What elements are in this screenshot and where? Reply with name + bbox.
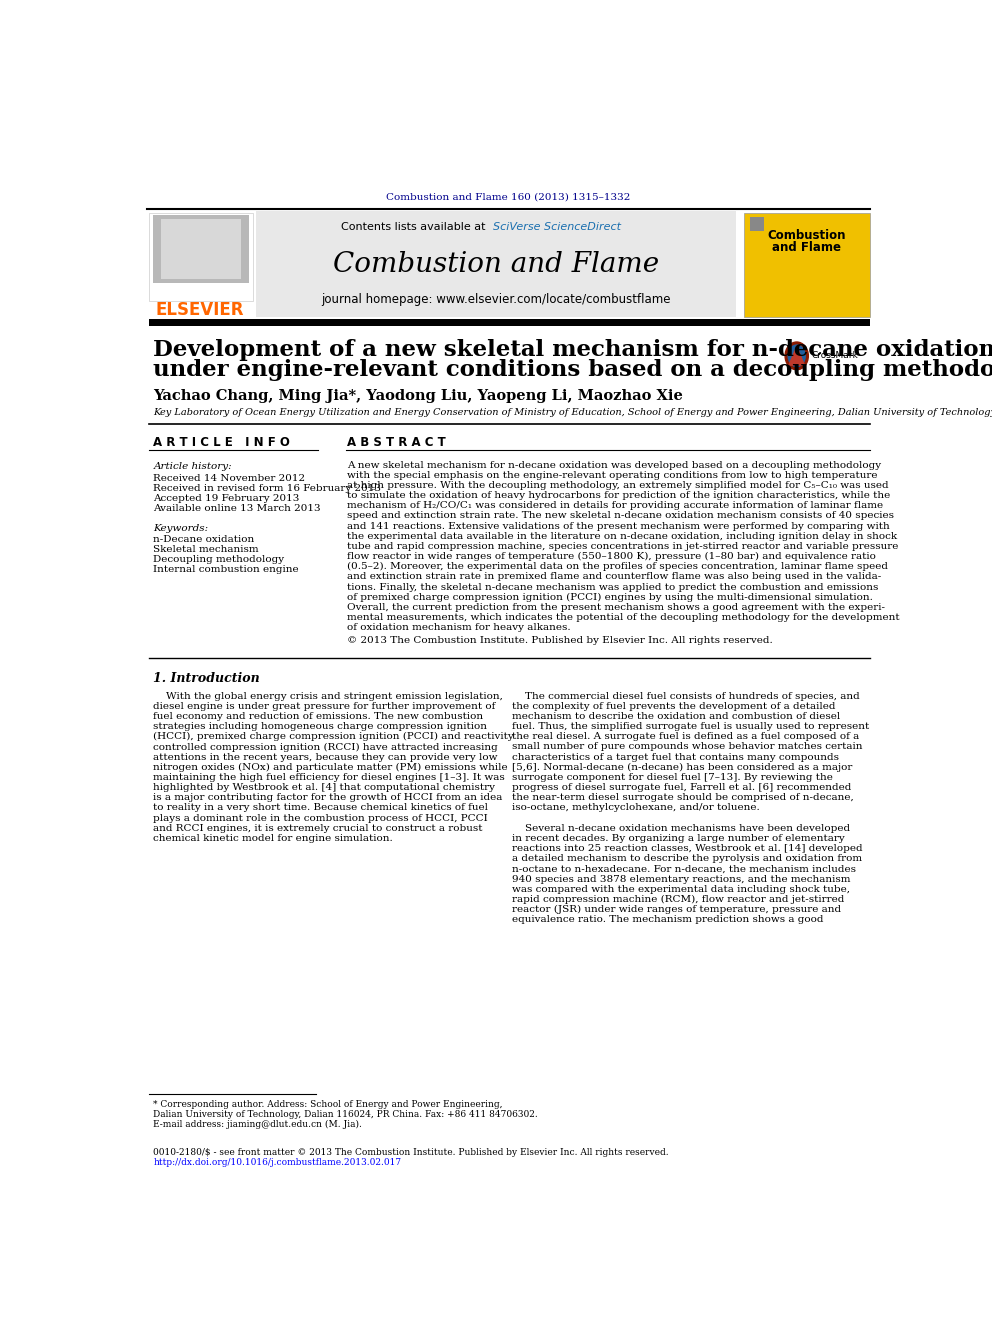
Text: Dalian University of Technology, Dalian 116024, PR China. Fax: +86 411 84706302.: Dalian University of Technology, Dalian … xyxy=(154,1110,539,1119)
Text: diesel engine is under great pressure for further improvement of: diesel engine is under great pressure fo… xyxy=(154,701,496,710)
Text: and 141 reactions. Extensive validations of the present mechanism were performed: and 141 reactions. Extensive validations… xyxy=(347,521,890,531)
Text: fuel economy and reduction of emissions. The new combustion: fuel economy and reduction of emissions.… xyxy=(154,712,483,721)
Text: mechanism of H₂/CO/C₁ was considered in details for providing accurate informati: mechanism of H₂/CO/C₁ was considered in … xyxy=(347,501,883,511)
Text: n-octane to n-hexadecane. For n-decane, the mechanism includes: n-octane to n-hexadecane. For n-decane, … xyxy=(512,864,855,873)
Text: under engine-relevant conditions based on a decoupling methodology: under engine-relevant conditions based o… xyxy=(154,359,992,381)
Text: the experimental data available in the literature on n-decane oxidation, includi: the experimental data available in the l… xyxy=(347,532,898,541)
Text: [5,6]. Normal-decane (n-decane) has been considered as a major: [5,6]. Normal-decane (n-decane) has been… xyxy=(512,763,852,771)
Text: Yachao Chang, Ming Jia*, Yaodong Liu, Yaopeng Li, Maozhao Xie: Yachao Chang, Ming Jia*, Yaodong Liu, Ya… xyxy=(154,389,683,404)
Text: reactor (JSR) under wide ranges of temperature, pressure and: reactor (JSR) under wide ranges of tempe… xyxy=(512,905,840,914)
Text: a detailed mechanism to describe the pyrolysis and oxidation from: a detailed mechanism to describe the pyr… xyxy=(512,855,862,863)
Text: n-Decane oxidation: n-Decane oxidation xyxy=(154,536,255,544)
Ellipse shape xyxy=(789,345,806,366)
Text: Keywords:: Keywords: xyxy=(154,524,208,533)
Bar xyxy=(149,319,870,325)
Text: Development of a new skeletal mechanism for n-decane oxidation: Development of a new skeletal mechanism … xyxy=(154,339,992,361)
Bar xyxy=(154,214,249,283)
Text: * Corresponding author. Address: School of Energy and Power Engineering,: * Corresponding author. Address: School … xyxy=(154,1099,503,1109)
Text: ELSEVIER: ELSEVIER xyxy=(156,302,244,319)
Text: Several n-decane oxidation mechanisms have been developed: Several n-decane oxidation mechanisms ha… xyxy=(512,824,849,832)
Bar xyxy=(750,217,764,232)
Text: Combustion: Combustion xyxy=(768,229,846,242)
Text: Available online 13 March 2013: Available online 13 March 2013 xyxy=(154,504,321,513)
Text: Accepted 19 February 2013: Accepted 19 February 2013 xyxy=(154,493,300,503)
Text: 940 species and 3878 elementary reactions, and the mechanism: 940 species and 3878 elementary reaction… xyxy=(512,875,850,884)
Text: highlighted by Westbrook et al. [4] that computational chemistry: highlighted by Westbrook et al. [4] that… xyxy=(154,783,495,792)
Text: at high pressure. With the decoupling methodology, an extremely simplified model: at high pressure. With the decoupling me… xyxy=(347,482,889,490)
Text: mental measurements, which indicates the potential of the decoupling methodology: mental measurements, which indicates the… xyxy=(347,613,900,622)
FancyBboxPatch shape xyxy=(744,213,870,316)
Text: journal homepage: www.elsevier.com/locate/combustflame: journal homepage: www.elsevier.com/locat… xyxy=(321,294,671,306)
Text: reactions into 25 reaction classes, Westbrook et al. [14] developed: reactions into 25 reaction classes, West… xyxy=(512,844,862,853)
Text: Received in revised form 16 February 2013: Received in revised form 16 February 201… xyxy=(154,484,382,492)
Text: small number of pure compounds whose behavior matches certain: small number of pure compounds whose beh… xyxy=(512,742,862,751)
Text: plays a dominant role in the combustion process of HCCI, PCCI: plays a dominant role in the combustion … xyxy=(154,814,488,823)
Text: Received 14 November 2012: Received 14 November 2012 xyxy=(154,474,306,483)
Text: mechanism to describe the oxidation and combustion of diesel: mechanism to describe the oxidation and … xyxy=(512,712,840,721)
Ellipse shape xyxy=(785,343,808,369)
Text: characteristics of a target fuel that contains many compounds: characteristics of a target fuel that co… xyxy=(512,753,838,762)
Text: http://dx.doi.org/10.1016/j.combustflame.2013.02.017: http://dx.doi.org/10.1016/j.combustflame… xyxy=(154,1158,402,1167)
Text: attentions in the recent years, because they can provide very low: attentions in the recent years, because … xyxy=(154,753,498,762)
Text: to reality in a very short time. Because chemical kinetics of fuel: to reality in a very short time. Because… xyxy=(154,803,488,812)
Text: nitrogen oxides (NOx) and particulate matter (PM) emissions while: nitrogen oxides (NOx) and particulate ma… xyxy=(154,763,508,771)
Text: Combustion and Flame: Combustion and Flame xyxy=(333,251,659,278)
Text: 0010-2180/$ - see front matter © 2013 The Combustion Institute. Published by Els: 0010-2180/$ - see front matter © 2013 Th… xyxy=(154,1148,669,1158)
Text: (HCCI), premixed charge compression ignition (PCCI) and reactivity: (HCCI), premixed charge compression igni… xyxy=(154,732,514,741)
Polygon shape xyxy=(789,347,805,365)
Text: of premixed charge compression ignition (PCCI) engines by using the multi-dimens: of premixed charge compression ignition … xyxy=(347,593,873,602)
Text: tube and rapid compression machine, species concentrations in jet-stirred reacto: tube and rapid compression machine, spec… xyxy=(347,542,899,550)
Text: E-mail address: jiaming@dlut.edu.cn (M. Jia).: E-mail address: jiaming@dlut.edu.cn (M. … xyxy=(154,1119,362,1129)
Text: with the special emphasis on the engine-relevant operating conditions from low t: with the special emphasis on the engine-… xyxy=(347,471,878,480)
Text: Overall, the current prediction from the present mechanism shows a good agreemen: Overall, the current prediction from the… xyxy=(347,603,885,613)
Text: strategies including homogeneous charge compression ignition: strategies including homogeneous charge … xyxy=(154,722,487,732)
Text: rapid compression machine (RCM), flow reactor and jet-stirred: rapid compression machine (RCM), flow re… xyxy=(512,894,844,904)
Text: Skeletal mechanism: Skeletal mechanism xyxy=(154,545,259,554)
Text: was compared with the experimental data including shock tube,: was compared with the experimental data … xyxy=(512,885,849,894)
Text: A B S T R A C T: A B S T R A C T xyxy=(347,435,446,448)
Text: A R T I C L E   I N F O: A R T I C L E I N F O xyxy=(154,435,291,448)
Text: to simulate the oxidation of heavy hydrocarbons for prediction of the ignition c: to simulate the oxidation of heavy hydro… xyxy=(347,491,891,500)
Text: of oxidation mechanism for heavy alkanes.: of oxidation mechanism for heavy alkanes… xyxy=(347,623,570,632)
Text: controlled compression ignition (RCCI) have attracted increasing: controlled compression ignition (RCCI) h… xyxy=(154,742,498,751)
Text: Combustion and Flame 160 (2013) 1315–1332: Combustion and Flame 160 (2013) 1315–133… xyxy=(386,193,631,202)
Text: equivalence ratio. The mechanism prediction shows a good: equivalence ratio. The mechanism predict… xyxy=(512,916,823,925)
Text: Decoupling methodology: Decoupling methodology xyxy=(154,556,285,565)
Text: flow reactor in wide ranges of temperature (550–1800 K), pressure (1–80 bar) and: flow reactor in wide ranges of temperatu… xyxy=(347,552,876,561)
Text: the real diesel. A surrogate fuel is defined as a fuel composed of a: the real diesel. A surrogate fuel is def… xyxy=(512,732,859,741)
FancyBboxPatch shape xyxy=(149,213,253,302)
Text: and Flame: and Flame xyxy=(773,241,841,254)
Text: Key Laboratory of Ocean Energy Utilization and Energy Conservation of Ministry o: Key Laboratory of Ocean Energy Utilizati… xyxy=(154,409,992,417)
Text: 1. Introduction: 1. Introduction xyxy=(154,672,260,684)
Text: Contents lists available at: Contents lists available at xyxy=(341,221,493,232)
FancyBboxPatch shape xyxy=(256,212,736,318)
Text: and extinction strain rate in premixed flame and counterflow flame was also bein: and extinction strain rate in premixed f… xyxy=(347,573,882,581)
Text: iso-octane, methylcyclohexane, and/or toluene.: iso-octane, methylcyclohexane, and/or to… xyxy=(512,803,759,812)
Text: SciVerse ScienceDirect: SciVerse ScienceDirect xyxy=(493,221,621,232)
Text: maintaining the high fuel efficiency for diesel engines [1–3]. It was: maintaining the high fuel efficiency for… xyxy=(154,773,505,782)
Text: progress of diesel surrogate fuel, Farrell et al. [6] recommended: progress of diesel surrogate fuel, Farre… xyxy=(512,783,851,792)
Text: fuel. Thus, the simplified surrogate fuel is usually used to represent: fuel. Thus, the simplified surrogate fue… xyxy=(512,722,869,732)
Text: Internal combustion engine: Internal combustion engine xyxy=(154,565,299,574)
Text: Article history:: Article history: xyxy=(154,462,232,471)
Text: the complexity of fuel prevents the development of a detailed: the complexity of fuel prevents the deve… xyxy=(512,701,835,710)
Text: is a major contributing factor for the growth of HCCI from an idea: is a major contributing factor for the g… xyxy=(154,794,503,802)
Text: © 2013 The Combustion Institute. Published by Elsevier Inc. All rights reserved.: © 2013 The Combustion Institute. Publish… xyxy=(347,636,773,646)
Text: CrossMark: CrossMark xyxy=(811,352,858,360)
Text: The commercial diesel fuel consists of hundreds of species, and: The commercial diesel fuel consists of h… xyxy=(512,692,859,701)
Text: tions. Finally, the skeletal n-decane mechanism was applied to predict the combu: tions. Finally, the skeletal n-decane me… xyxy=(347,582,879,591)
Text: (0.5–2). Moreover, the experimental data on the profiles of species concentratio: (0.5–2). Moreover, the experimental data… xyxy=(347,562,888,572)
Bar xyxy=(161,218,241,279)
Text: the near-term diesel surrogate should be comprised of n-decane,: the near-term diesel surrogate should be… xyxy=(512,794,853,802)
Text: With the global energy crisis and stringent emission legislation,: With the global energy crisis and string… xyxy=(154,692,503,701)
Text: and RCCI engines, it is extremely crucial to construct a robust: and RCCI engines, it is extremely crucia… xyxy=(154,824,483,832)
Text: A new skeletal mechanism for n-decane oxidation was developed based on a decoupl: A new skeletal mechanism for n-decane ox… xyxy=(347,460,881,470)
Text: surrogate component for diesel fuel [7–13]. By reviewing the: surrogate component for diesel fuel [7–1… xyxy=(512,773,832,782)
Text: chemical kinetic model for engine simulation.: chemical kinetic model for engine simula… xyxy=(154,833,393,843)
Text: speed and extinction strain rate. The new skeletal n-decane oxidation mechanism : speed and extinction strain rate. The ne… xyxy=(347,512,894,520)
Text: in recent decades. By organizing a large number of elementary: in recent decades. By organizing a large… xyxy=(512,833,844,843)
